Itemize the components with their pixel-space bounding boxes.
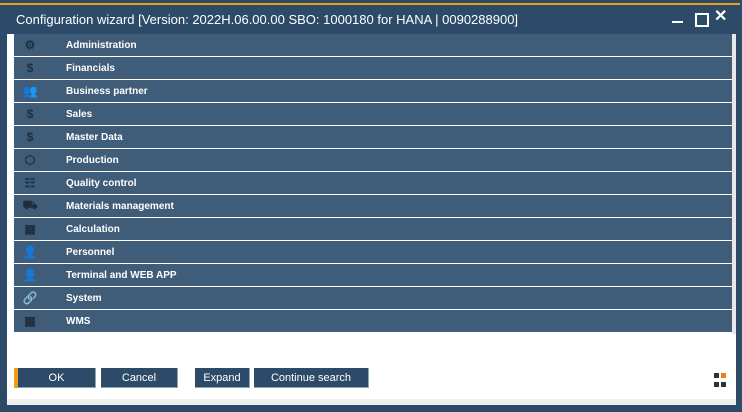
module-label: System xyxy=(66,292,102,304)
money-bag-icon: $ xyxy=(26,130,34,144)
maximize-button[interactable] xyxy=(694,9,710,27)
close-button[interactable]: ✕ xyxy=(714,8,728,25)
module-row[interactable]: 👤 Terminal and WEB APP xyxy=(14,264,732,287)
module-row[interactable]: ⛟ Materials management xyxy=(14,195,732,218)
module-row[interactable]: 👥 Business partner xyxy=(14,80,732,103)
wizard-content: ⚙ Administration $ Financials 👥 Business part… xyxy=(7,34,736,405)
module-label: Terminal and WEB APP xyxy=(66,269,177,281)
module-row[interactable]: ▦ Calculation xyxy=(14,218,732,241)
module-label: Materials management xyxy=(66,200,174,212)
module-row[interactable]: $ Master Data xyxy=(14,126,732,149)
minimize-button[interactable] xyxy=(671,9,687,25)
module-row[interactable]: ☷ Quality control xyxy=(14,172,732,195)
module-row[interactable]: 👤 Personnel xyxy=(14,241,732,264)
warehouse-icon: ▩ xyxy=(24,314,36,328)
module-label: Business partner xyxy=(66,85,148,97)
module-row[interactable]: 🔗 System xyxy=(14,287,732,310)
scrollbar[interactable] xyxy=(732,34,736,334)
module-label: Financials xyxy=(66,62,115,74)
dollar-document-icon: $ xyxy=(26,107,34,121)
title-accent-line xyxy=(0,3,740,5)
module-row[interactable]: $ Sales xyxy=(14,103,732,126)
people-icon: 👥 xyxy=(22,84,38,98)
calculator-icon: ▦ xyxy=(24,222,36,236)
module-label: Master Data xyxy=(66,131,123,143)
gear-person-icon: ⚙ xyxy=(24,38,36,52)
app-logo-icon xyxy=(714,373,726,389)
module-label: Administration xyxy=(66,39,137,51)
module-label: WMS xyxy=(66,315,91,327)
box-icon: ⬡ xyxy=(24,153,36,167)
module-label: Calculation xyxy=(66,223,120,235)
module-row[interactable]: $ Financials xyxy=(14,57,732,80)
continue-search-button[interactable]: Continue search xyxy=(254,368,369,388)
module-label: Production xyxy=(66,154,119,166)
money-bag-icon: $ xyxy=(26,61,34,75)
person-icon: 👤 xyxy=(22,245,38,259)
forklift-icon: ⛟ xyxy=(22,198,38,212)
ok-button[interactable]: OK xyxy=(14,368,96,388)
module-row[interactable]: ▩ WMS xyxy=(14,310,732,333)
window-title: Configuration wizard [Version: 2022H.06.… xyxy=(16,12,519,27)
module-row[interactable]: ⚙ Administration xyxy=(14,34,732,57)
cancel-button[interactable]: Cancel xyxy=(101,368,178,388)
expand-button[interactable]: Expand xyxy=(195,368,250,388)
module-row[interactable]: ⬡ Production xyxy=(14,149,732,172)
checklist-icon: ☷ xyxy=(24,176,36,190)
module-label: Quality control xyxy=(66,177,137,189)
title-bar: Configuration wizard [Version: 2022H.06.… xyxy=(0,5,742,34)
module-label: Sales xyxy=(66,108,93,120)
module-list: ⚙ Administration $ Financials 👥 Business part… xyxy=(14,34,732,333)
module-label: Personnel xyxy=(66,246,115,258)
person-icon: 👤 xyxy=(22,268,38,282)
footer-strip xyxy=(7,399,736,405)
link-icon: 🔗 xyxy=(22,291,38,305)
